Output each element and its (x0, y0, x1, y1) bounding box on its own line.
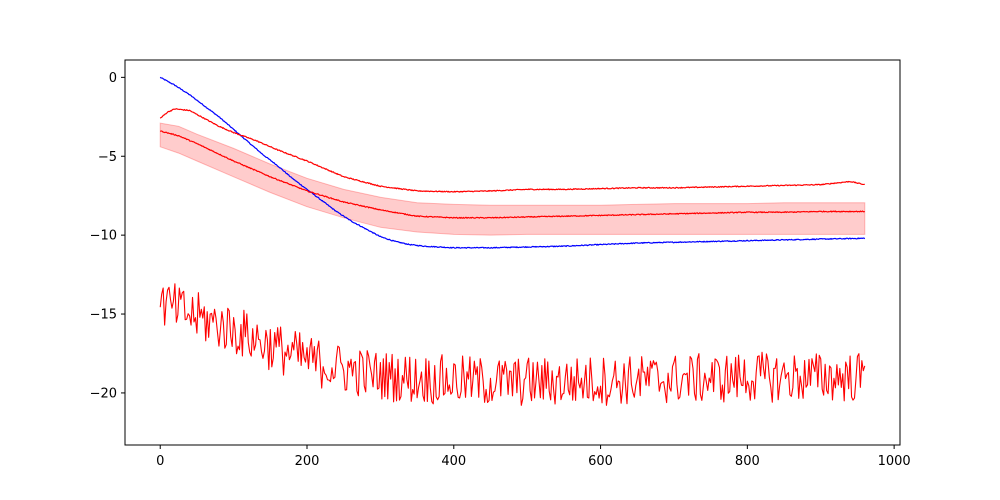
y-tick-label: −20 (90, 386, 117, 401)
y-tick-label: −10 (90, 229, 117, 244)
band-layer (159, 122, 866, 236)
series-line-3 (159, 283, 866, 406)
x-tick-label: 800 (735, 454, 760, 469)
series-line-2 (159, 130, 865, 219)
x-axis: 0 200 400 600 800 1000 (156, 445, 911, 469)
x-tick-label: 200 (295, 454, 320, 469)
confidence-band (159, 122, 866, 236)
y-tick-label: −15 (90, 308, 117, 323)
y-tick-label: 0 (109, 71, 117, 86)
x-tick-label: 1000 (878, 454, 911, 469)
series-layer (159, 76, 866, 406)
plot-frame (124, 59, 901, 446)
x-tick-label: 0 (156, 454, 164, 469)
x-tick-label: 600 (588, 454, 613, 469)
series-line-0 (159, 76, 866, 249)
y-axis: 0 −5 −10 −15 −20 (90, 71, 125, 401)
x-tick-label: 400 (441, 454, 466, 469)
series-line-1 (159, 108, 865, 193)
y-tick-label: −5 (98, 150, 117, 165)
